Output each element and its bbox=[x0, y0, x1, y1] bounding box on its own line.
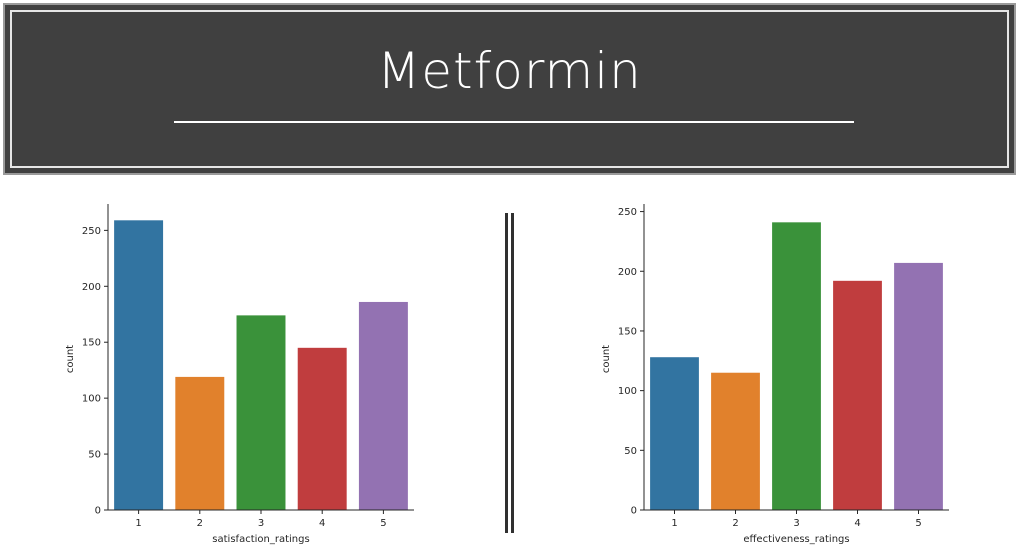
effectiveness-x-tick-label: 3 bbox=[793, 518, 799, 529]
satisfaction-bar-1 bbox=[114, 220, 164, 510]
effectiveness-y-axis-label: count bbox=[601, 345, 612, 373]
satisfaction-x-tick-label: 2 bbox=[197, 518, 203, 529]
effectiveness-bar-3 bbox=[772, 222, 821, 511]
satisfaction-x-tick-label: 3 bbox=[258, 518, 264, 529]
effectiveness-y-tick-label: 200 bbox=[618, 267, 637, 278]
satisfaction-y-tick-label: 150 bbox=[82, 338, 101, 349]
chart-divider-right bbox=[511, 213, 514, 533]
effectiveness-x-tick-label: 1 bbox=[671, 518, 677, 529]
title-underline bbox=[174, 121, 854, 123]
satisfaction-bar-2 bbox=[175, 376, 225, 510]
effectiveness-x-tick-label: 4 bbox=[854, 518, 860, 529]
satisfaction-chart: 0 50 100 150 200 250 1 2 3 4 5 satisfaction_ratings… bbox=[65, 204, 414, 545]
satisfaction-y-tick-label: 200 bbox=[82, 282, 101, 293]
effectiveness-bar-1 bbox=[650, 357, 699, 510]
title-banner: Metformin bbox=[3, 3, 1016, 175]
effectiveness-x-tick-label: 2 bbox=[732, 518, 738, 529]
effectiveness-y-tick-label: 250 bbox=[618, 207, 637, 218]
effectiveness-x-axis-label: effectiveness_ratings bbox=[743, 534, 849, 545]
effectiveness-bar-5 bbox=[894, 262, 943, 510]
satisfaction-y-tick-label: 100 bbox=[82, 394, 101, 405]
satisfaction-x-tick-label: 4 bbox=[319, 518, 325, 529]
satisfaction-y-tick-label: 50 bbox=[88, 450, 101, 461]
effectiveness-bar-4 bbox=[833, 280, 882, 510]
satisfaction-y-tick-label: 250 bbox=[82, 226, 101, 237]
title-banner-frame: Metformin bbox=[10, 10, 1009, 168]
effectiveness-chart: 0 50 100 150 200 250 1 2 3 4 5 effectiveness_rating… bbox=[601, 204, 949, 545]
effectiveness-x-tick-label: 5 bbox=[915, 518, 921, 529]
satisfaction-bar-4 bbox=[297, 347, 347, 510]
effectiveness-bar-2 bbox=[711, 372, 760, 510]
satisfaction-bar-3 bbox=[236, 315, 286, 510]
satisfaction-x-axis-label: satisfaction_ratings bbox=[212, 534, 309, 545]
satisfaction-x-tick-label: 1 bbox=[135, 518, 141, 529]
page-title: Metformin bbox=[377, 42, 642, 100]
satisfaction-y-axis-label: count bbox=[65, 345, 76, 373]
chart-divider-left bbox=[505, 213, 508, 533]
effectiveness-y-tick-label: 50 bbox=[624, 446, 637, 457]
satisfaction-x-tick-label: 5 bbox=[380, 518, 386, 529]
effectiveness-y-tick-label: 0 bbox=[631, 506, 637, 517]
effectiveness-y-tick-label: 150 bbox=[618, 326, 637, 337]
effectiveness-y-tick-label: 100 bbox=[618, 386, 637, 397]
satisfaction-bar-5 bbox=[358, 301, 408, 510]
satisfaction-y-tick-label: 0 bbox=[95, 506, 101, 517]
